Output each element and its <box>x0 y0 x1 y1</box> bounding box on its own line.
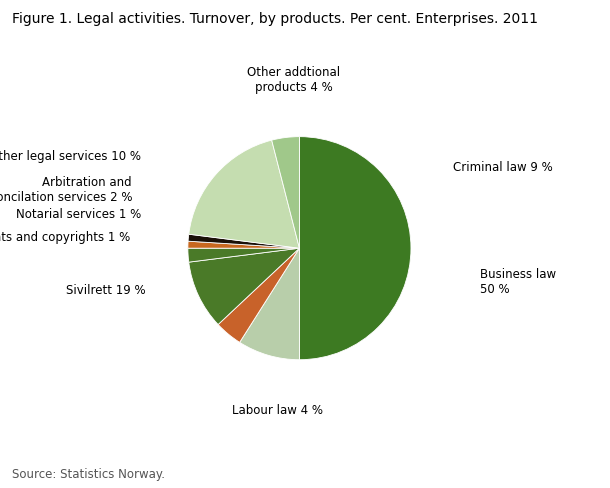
Wedge shape <box>271 137 300 248</box>
Wedge shape <box>188 248 300 262</box>
Wedge shape <box>188 248 300 325</box>
Text: Source: Statistics Norway.: Source: Statistics Norway. <box>12 468 165 481</box>
Wedge shape <box>240 248 300 360</box>
Text: Criminal law 9 %: Criminal law 9 % <box>453 162 553 174</box>
Text: Sivilrett 19 %: Sivilrett 19 % <box>66 284 146 297</box>
Wedge shape <box>218 248 300 343</box>
Text: Business law
50 %: Business law 50 % <box>480 267 556 296</box>
Text: Figure 1. Legal activities. Turnover, by products. Per cent. Enterprises. 2011: Figure 1. Legal activities. Turnover, by… <box>12 12 538 26</box>
Wedge shape <box>188 234 300 248</box>
Text: Labour law 4 %: Labour law 4 % <box>232 405 323 417</box>
Wedge shape <box>300 137 411 360</box>
Text: Patents and copyrights 1 %: Patents and copyrights 1 % <box>0 230 130 244</box>
Text: Other legal services 10 %: Other legal services 10 % <box>0 150 141 163</box>
Wedge shape <box>188 241 300 248</box>
Text: Arbitration and
concilation services 2 %: Arbitration and concilation services 2 % <box>0 176 132 204</box>
Text: Notarial services 1 %: Notarial services 1 % <box>16 208 141 221</box>
Wedge shape <box>188 140 300 248</box>
Text: Other addtional
products 4 %: Other addtional products 4 % <box>247 66 340 94</box>
